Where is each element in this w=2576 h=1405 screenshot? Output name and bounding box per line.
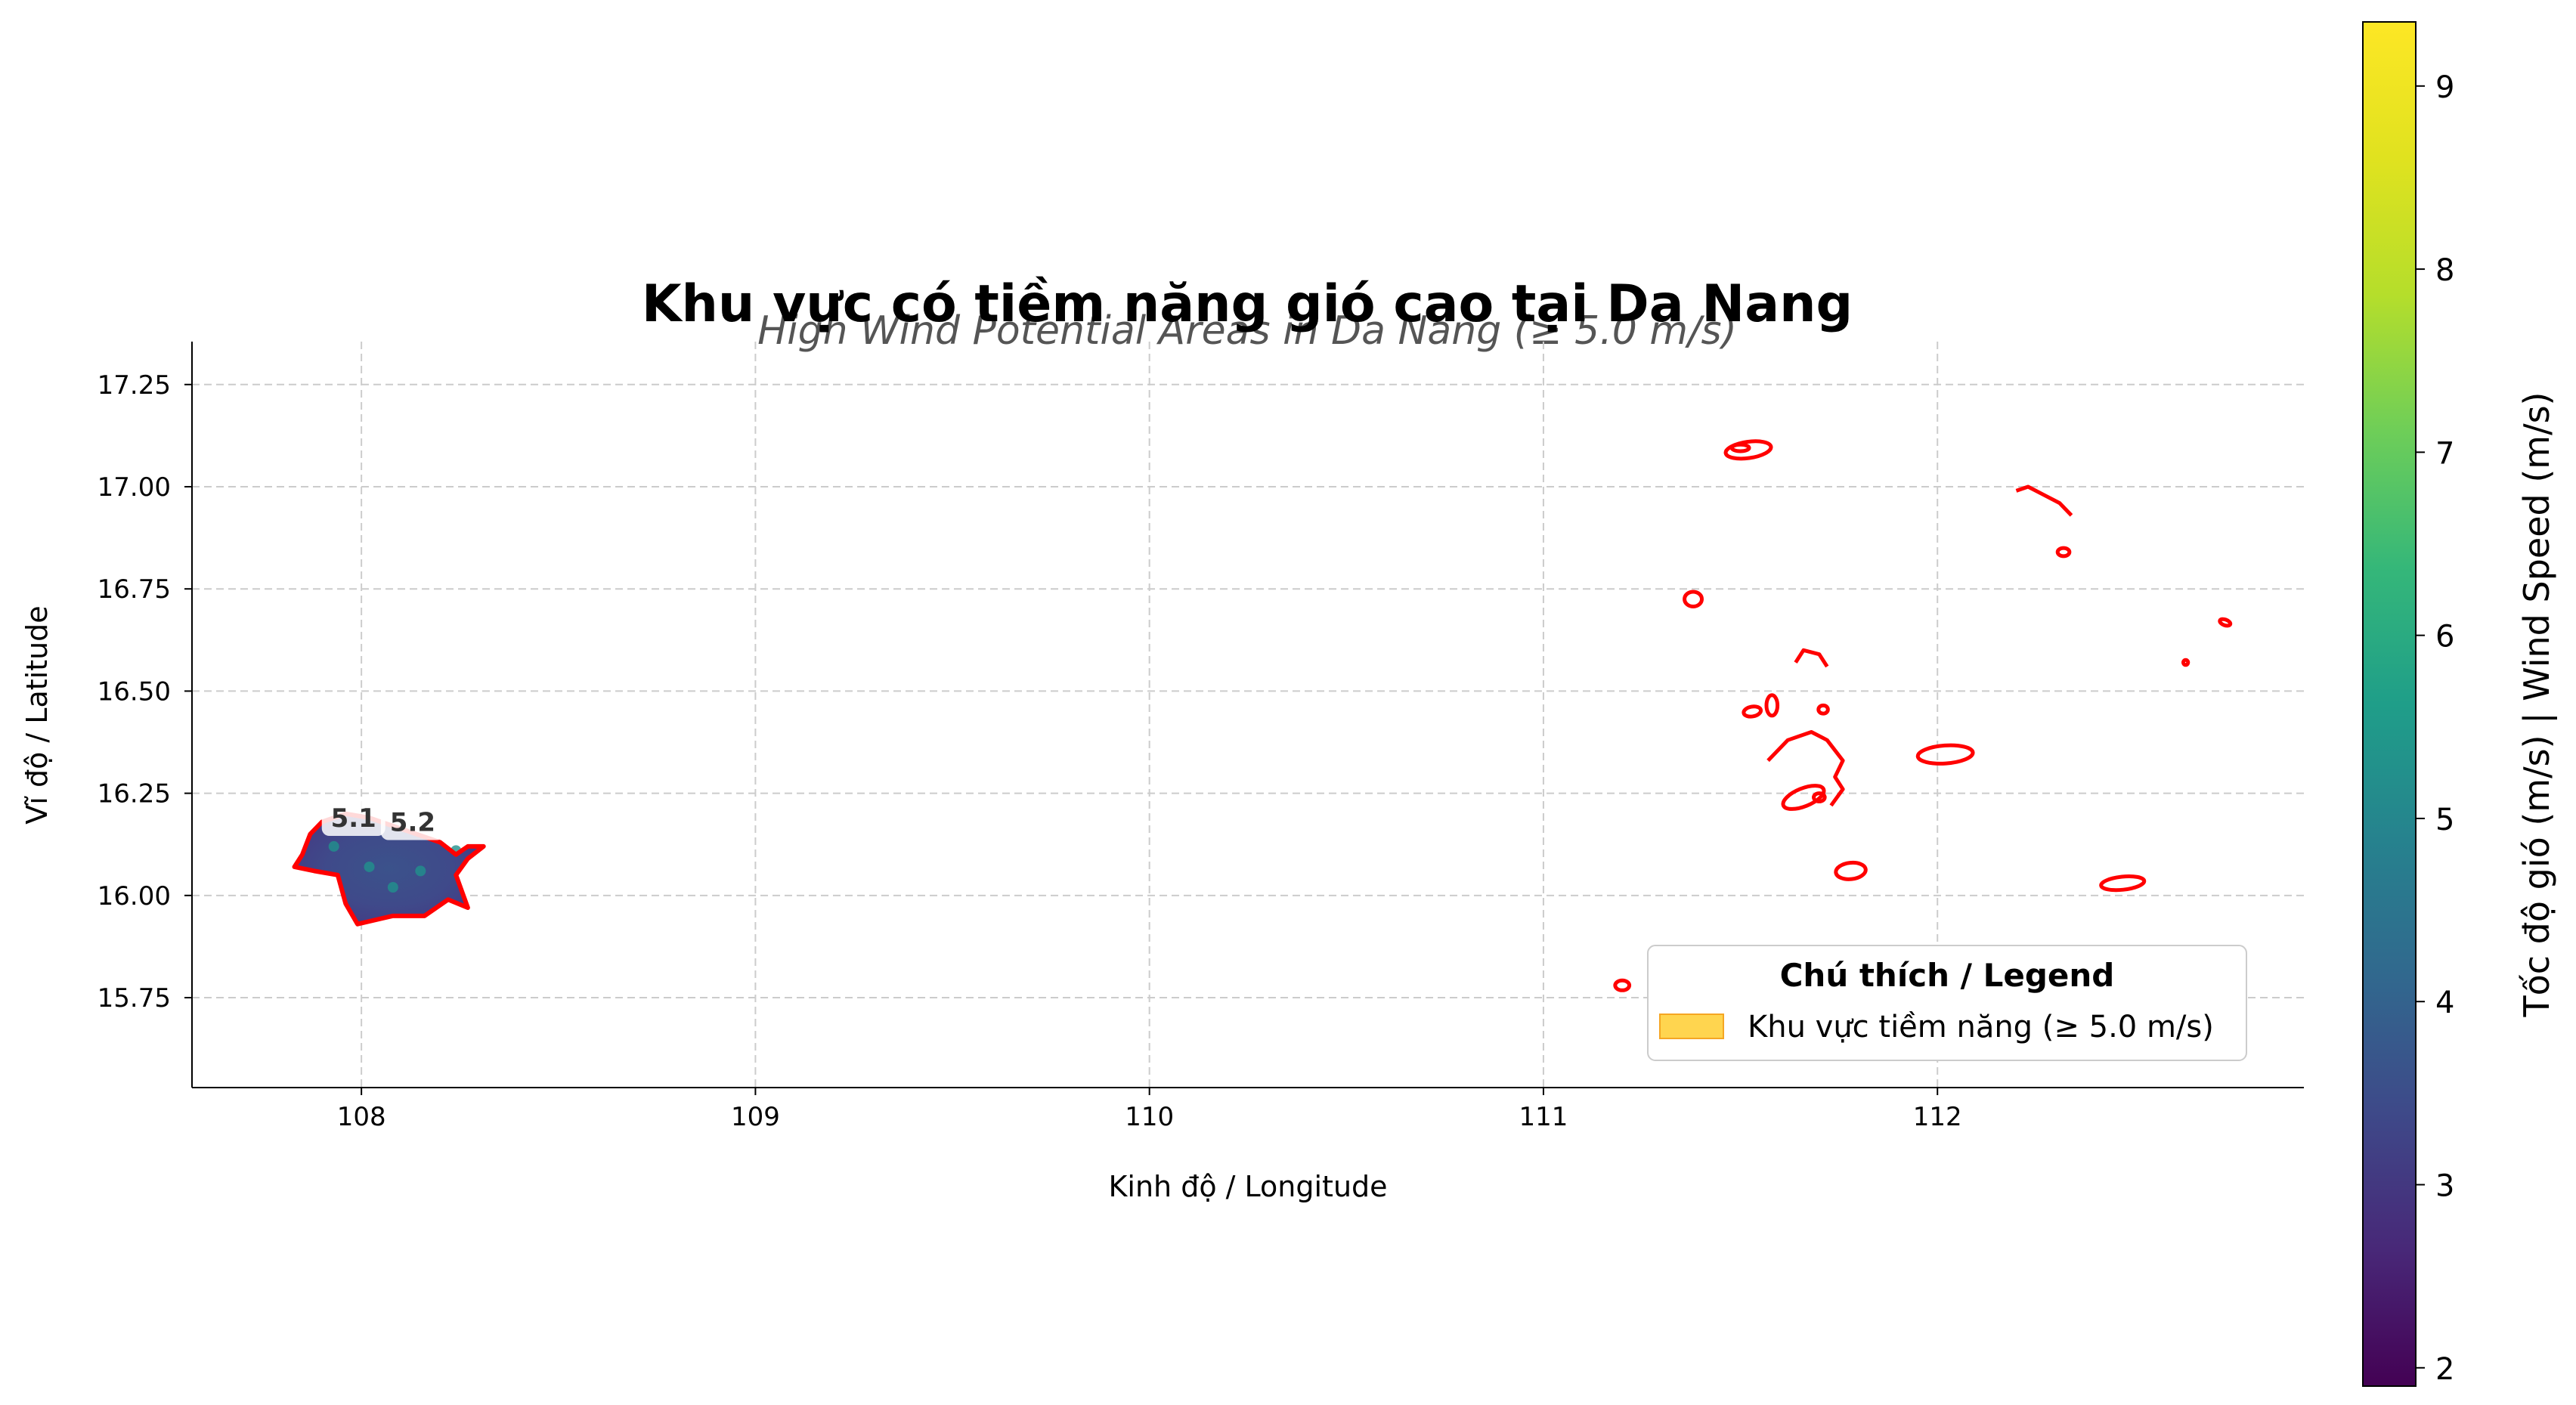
colorbar-tick-label: 6: [2435, 620, 2454, 655]
y-tick-label: 16.25: [98, 779, 171, 809]
annotation-label: 5.1: [331, 803, 376, 834]
colorbar-tick-label: 9: [2435, 70, 2454, 105]
y-tick-label: 17.00: [98, 472, 171, 503]
legend: Chú thích / Legend Khu vực tiềm năng (≥ …: [1647, 945, 2247, 1061]
wind-cell: [328, 840, 339, 852]
colorbar-tick-label: 5: [2435, 803, 2454, 837]
colorbar-tick-label: 3: [2435, 1168, 2454, 1203]
colorbar-tick-label: 2: [2435, 1352, 2454, 1387]
y-tick-label: 17.25: [98, 370, 171, 401]
wind-contour: [2218, 617, 2233, 628]
wind-contour: [2181, 658, 2191, 667]
y-tick-label: 16.00: [98, 881, 171, 911]
grid-lines: [192, 342, 2304, 1088]
wind-contours: [1613, 439, 2233, 992]
wind-contour-path: [2015, 484, 2073, 517]
legend-swatch: [1659, 1014, 1724, 1039]
legend-title: Chú thích / Legend: [1780, 957, 2115, 994]
x-tick-label: 110: [1125, 1102, 1174, 1132]
colorbar-tick-label: 8: [2435, 253, 2454, 288]
wind-contour: [1812, 791, 1827, 803]
wind-contour: [2099, 874, 2147, 893]
wind-contour: [1816, 703, 1830, 716]
x-ticks: 108 109 110 111 112: [337, 1088, 1962, 1132]
x-tick-label: 111: [1519, 1102, 1568, 1132]
wind-contour-path: [1766, 729, 1845, 807]
wind-cell: [415, 865, 426, 877]
colorbar-gradient: [2362, 21, 2417, 1387]
annotation-label: 5.2: [390, 807, 435, 837]
y-tick-label: 15.75: [98, 983, 171, 1014]
y-ticks: 15.75 16.00 16.25 16.50 16.75 17.00 17.25: [98, 370, 192, 1014]
x-tick-label: 108: [337, 1102, 386, 1132]
plot-area: 5.1 5.2 108 109 110 111 112 15.75 16.00 16.25 16…: [98, 342, 2304, 1132]
legend-entry-label: Khu vực tiềm năng (≥ 5.0 m/s): [1748, 1010, 2214, 1044]
chart-title: Khu vực có tiềm năng gió cao tại Da Nang: [642, 274, 1853, 334]
annotation-box: [321, 797, 385, 837]
colorbar-tick-label: 4: [2435, 986, 2454, 1020]
x-tick-label: 112: [1913, 1102, 1962, 1132]
x-axis-label: Kinh độ / Longitude: [1108, 1170, 1387, 1203]
wind-contour: [1723, 439, 1773, 461]
y-tick-label: 16.50: [98, 676, 171, 707]
wind-contour-path: [1794, 648, 1829, 668]
colorbar-ticks: 2 3 4 5 6 7 8 9: [2416, 70, 2454, 1387]
annotation-labels: 5.1 5.2: [321, 797, 444, 840]
wind-contour: [1915, 743, 1975, 766]
chart-subtitle: High Wind Potential Areas in Da Nang (≥ …: [757, 308, 1737, 354]
legend-box: [1647, 945, 2247, 1061]
wind-cell: [387, 881, 398, 893]
wind-contour: [1729, 442, 1751, 453]
wind-contour: [1683, 590, 1704, 608]
wind-contour: [1742, 704, 1763, 719]
wind-contour: [2055, 546, 2072, 559]
wind-cell: [364, 861, 375, 872]
colorbar-label: Tốc độ gió (m/s) | Wind Speed (m/s): [2516, 392, 2558, 1018]
wind-contour: [1613, 978, 1632, 992]
wind-contour: [1834, 860, 1868, 881]
colorbar: 2 3 4 5 6 7 8 9 Tốc độ gió (m/s) | Wind Speed (…: [2362, 21, 2558, 1387]
colorbar-tick-label: 7: [2435, 436, 2454, 471]
y-tick-label: 16.75: [98, 574, 171, 605]
wind-contour: [1781, 784, 1826, 811]
wind-contour: [1764, 693, 1780, 718]
y-axis-label: Vĩ độ / Latitude: [20, 605, 54, 824]
x-tick-label: 109: [731, 1102, 780, 1132]
annotation-box: [380, 800, 444, 840]
